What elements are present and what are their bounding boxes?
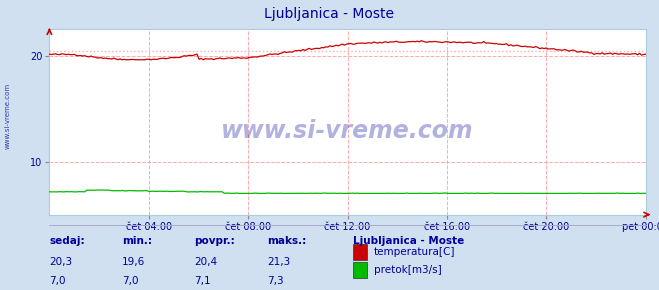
Text: www.si-vreme.com: www.si-vreme.com (5, 83, 11, 149)
Text: 20,4: 20,4 (194, 257, 217, 267)
Text: sedaj:: sedaj: (49, 236, 85, 246)
Text: povpr.:: povpr.: (194, 236, 235, 246)
Text: 7,0: 7,0 (49, 276, 66, 286)
Text: 7,0: 7,0 (122, 276, 138, 286)
Text: Ljubljanica - Moste: Ljubljanica - Moste (353, 236, 464, 246)
Text: 20,3: 20,3 (49, 257, 72, 267)
Text: 7,3: 7,3 (267, 276, 283, 286)
Text: min.:: min.: (122, 236, 152, 246)
Text: pretok[m3/s]: pretok[m3/s] (374, 265, 442, 275)
Text: 21,3: 21,3 (267, 257, 290, 267)
Text: maks.:: maks.: (267, 236, 306, 246)
Text: 7,1: 7,1 (194, 276, 211, 286)
Text: www.si-vreme.com: www.si-vreme.com (221, 119, 474, 143)
Text: temperatura[C]: temperatura[C] (374, 247, 455, 257)
Text: 19,6: 19,6 (122, 257, 145, 267)
Text: Ljubljanica - Moste: Ljubljanica - Moste (264, 7, 395, 21)
